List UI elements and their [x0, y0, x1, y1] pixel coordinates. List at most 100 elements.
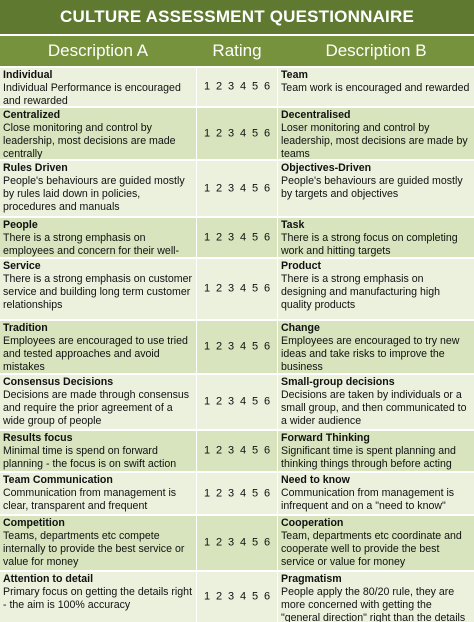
description-b-cell: Change Employees are encouraged to try ne… — [278, 321, 474, 373]
rating-option-6[interactable]: 6 — [263, 590, 271, 603]
description-a-title: Team Communication — [3, 474, 113, 486]
table-row: Centralized Close monitoring and control … — [0, 108, 474, 159]
rating-option-2[interactable]: 2 — [215, 590, 223, 603]
rating-option-6[interactable]: 6 — [263, 536, 271, 549]
rating-option-2[interactable]: 2 — [215, 182, 223, 194]
rating-option-4[interactable]: 4 — [239, 444, 247, 457]
description-b-title: Objectives-Driven — [281, 162, 372, 174]
rating-option-3[interactable]: 3 — [227, 340, 235, 353]
rating-option-5[interactable]: 5 — [251, 127, 259, 139]
rating-option-5[interactable]: 5 — [251, 282, 259, 295]
rating-option-3[interactable]: 3 — [227, 182, 235, 194]
rating-option-5[interactable]: 5 — [251, 80, 259, 93]
rating-option-4[interactable]: 4 — [239, 395, 247, 408]
rating-option-1[interactable]: 1 — [203, 487, 211, 499]
rating-option-5[interactable]: 5 — [251, 444, 259, 457]
rating-option-1[interactable]: 1 — [203, 80, 211, 93]
rating-option-5[interactable]: 5 — [251, 340, 259, 353]
rating-option-4[interactable]: 4 — [239, 340, 247, 353]
rating-option-2[interactable]: 2 — [215, 80, 223, 93]
rating-option-5[interactable]: 5 — [251, 487, 259, 499]
description-a-cell: Team Communication Communication from man… — [0, 473, 196, 514]
rating-option-4[interactable]: 4 — [239, 80, 247, 93]
rating-option-3[interactable]: 3 — [227, 395, 235, 408]
description-a-text: Teams, departments etc compete internall… — [3, 530, 185, 568]
rating-option-5[interactable]: 5 — [251, 395, 259, 408]
rating-option-2[interactable]: 2 — [215, 282, 223, 295]
rating-option-1[interactable]: 1 — [203, 395, 211, 408]
description-a-text: Communication from management is clear, … — [3, 487, 177, 512]
rating-option-5[interactable]: 5 — [251, 590, 259, 603]
table-row: Service There is a strong emphasis on cus… — [0, 259, 474, 319]
rating-option-3[interactable]: 3 — [227, 444, 235, 457]
rating-option-2[interactable]: 2 — [215, 127, 223, 139]
description-a-cell: People There is a strong emphasis on empl… — [0, 218, 196, 257]
rating-option-6[interactable]: 6 — [263, 127, 271, 139]
rating-option-3[interactable]: 3 — [227, 487, 235, 499]
rating-option-4[interactable]: 4 — [239, 282, 247, 295]
rating-option-4[interactable]: 4 — [239, 536, 247, 549]
rating-option-1[interactable]: 1 — [203, 127, 211, 139]
rating-option-1[interactable]: 1 — [203, 590, 211, 603]
description-a-text: People's behaviours are guided mostly by… — [3, 175, 185, 213]
rating-option-3[interactable]: 3 — [227, 536, 235, 549]
rating-option-6[interactable]: 6 — [263, 182, 271, 194]
rating-option-6[interactable]: 6 — [263, 395, 271, 408]
description-a-title: Consensus Decisions — [3, 376, 114, 388]
description-a-title: Tradition — [3, 322, 48, 334]
rating-option-1[interactable]: 1 — [203, 340, 211, 353]
rating-option-4[interactable]: 4 — [239, 127, 247, 139]
rating-option-2[interactable]: 2 — [215, 231, 223, 243]
description-b-title: Team — [281, 69, 308, 81]
rating-option-6[interactable]: 6 — [263, 282, 271, 295]
rating-option-2[interactable]: 2 — [215, 340, 223, 353]
rating-option-5[interactable]: 5 — [251, 536, 259, 549]
description-a-text: Minimal time is spend on forward plannin… — [3, 445, 177, 470]
rating-option-1[interactable]: 1 — [203, 182, 211, 194]
rating-option-6[interactable]: 6 — [263, 80, 271, 93]
rating-option-1[interactable]: 1 — [203, 444, 211, 457]
rating-option-2[interactable]: 2 — [215, 536, 223, 549]
rating-option-4[interactable]: 4 — [239, 487, 247, 499]
rating-option-1[interactable]: 1 — [203, 282, 211, 295]
description-b-cell: Pragmatism People apply the 80/20 rule, t… — [278, 572, 474, 622]
rating-option-3[interactable]: 3 — [227, 282, 235, 295]
rating-option-3[interactable]: 3 — [227, 127, 235, 139]
description-a-title: Competition — [3, 517, 65, 529]
table-row: Attention to detail Primary focus on gett… — [0, 572, 474, 622]
description-a-text: Employees are encouraged to use tried an… — [3, 335, 188, 373]
rating-option-5[interactable]: 5 — [251, 231, 259, 243]
description-b-cell: Task There is a strong focus on completin… — [278, 218, 474, 257]
description-b-cell: Decentralised Loser monitoring and contro… — [278, 108, 474, 159]
table-header: Description A Rating Description B — [0, 36, 474, 66]
rating-option-4[interactable]: 4 — [239, 590, 247, 603]
rating-option-1[interactable]: 1 — [203, 231, 211, 243]
rating-option-6[interactable]: 6 — [263, 231, 271, 243]
rating-option-2[interactable]: 2 — [215, 395, 223, 408]
rating-option-5[interactable]: 5 — [251, 182, 259, 194]
rating-option-3[interactable]: 3 — [227, 80, 235, 93]
rating-option-1[interactable]: 1 — [203, 536, 211, 549]
rating-option-4[interactable]: 4 — [239, 231, 247, 243]
rating-option-3[interactable]: 3 — [227, 231, 235, 243]
rating-option-2[interactable]: 2 — [215, 487, 223, 499]
rating-option-4[interactable]: 4 — [239, 182, 247, 194]
description-b-cell: Cooperation Team, departments etc coordin… — [278, 516, 474, 570]
description-b-title: Decentralised — [281, 109, 351, 121]
description-b-text: Communication from management is infrequ… — [281, 487, 455, 514]
rating-option-6[interactable]: 6 — [263, 340, 271, 353]
rating-option-6[interactable]: 6 — [263, 444, 271, 457]
description-a-cell: Results focus Minimal time is spend on fo… — [0, 431, 196, 471]
rating-option-3[interactable]: 3 — [227, 590, 235, 603]
rating-option-6[interactable]: 6 — [263, 487, 271, 499]
description-b-title: Cooperation — [281, 517, 344, 529]
rating-option-2[interactable]: 2 — [215, 444, 223, 457]
